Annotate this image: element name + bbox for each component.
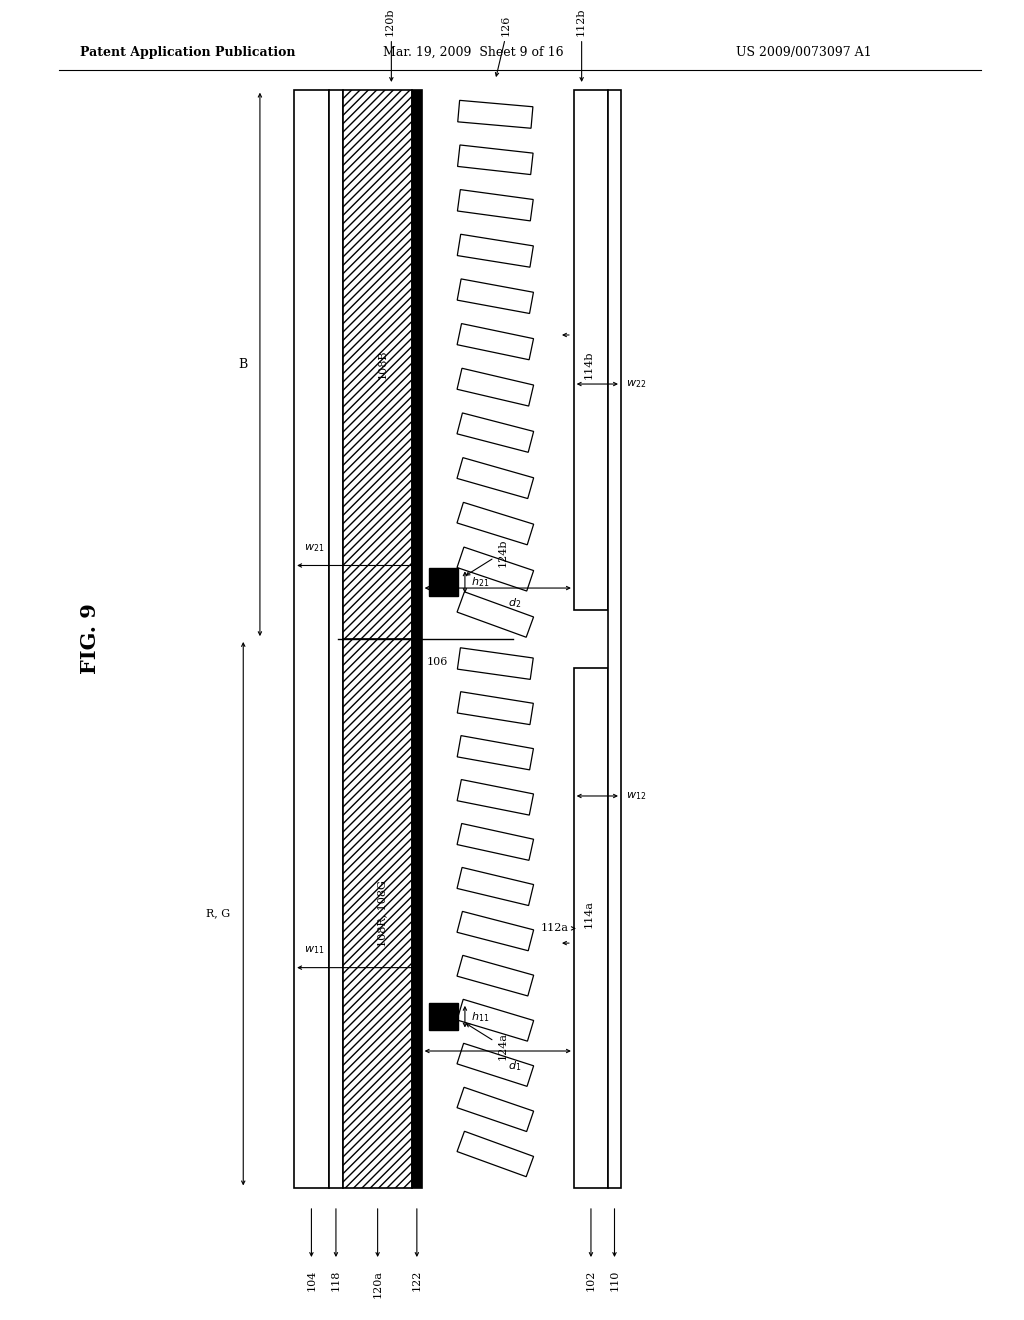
Polygon shape xyxy=(457,735,534,770)
Polygon shape xyxy=(429,1003,458,1031)
Text: Patent Application Publication: Patent Application Publication xyxy=(81,46,296,58)
Bar xyxy=(343,639,412,1188)
Text: 108R, 108G: 108R, 108G xyxy=(378,880,387,948)
Text: R, G: R, G xyxy=(207,908,230,919)
Text: 120a: 120a xyxy=(373,1270,383,1298)
Text: 112b: 112b xyxy=(575,8,586,36)
Polygon shape xyxy=(457,546,534,591)
Text: $d_1$: $d_1$ xyxy=(508,1059,521,1073)
Polygon shape xyxy=(457,867,534,906)
Polygon shape xyxy=(457,1131,534,1176)
Text: 104: 104 xyxy=(306,1270,316,1291)
Polygon shape xyxy=(457,824,534,861)
Text: 102: 102 xyxy=(586,1270,596,1291)
Polygon shape xyxy=(458,100,532,128)
Text: $h_{21}$: $h_{21}$ xyxy=(471,576,489,589)
Polygon shape xyxy=(457,999,534,1041)
Bar xyxy=(294,90,329,1188)
Polygon shape xyxy=(429,569,458,595)
Polygon shape xyxy=(457,323,534,360)
Text: $w_{21}$: $w_{21}$ xyxy=(304,543,325,553)
Bar xyxy=(329,90,343,1188)
Text: $w_{11}$: $w_{11}$ xyxy=(304,944,325,956)
Text: $w_{22}$: $w_{22}$ xyxy=(626,378,646,389)
Polygon shape xyxy=(457,503,534,545)
Text: 118: 118 xyxy=(331,1270,341,1291)
Text: 120b: 120b xyxy=(384,8,394,36)
Bar xyxy=(573,668,608,1188)
Bar xyxy=(412,90,422,1188)
Polygon shape xyxy=(457,1088,534,1131)
Polygon shape xyxy=(458,234,534,267)
Text: Mar. 19, 2009  Sheet 9 of 16: Mar. 19, 2009 Sheet 9 of 16 xyxy=(383,46,563,58)
Polygon shape xyxy=(457,413,534,453)
Text: 108B: 108B xyxy=(378,350,387,379)
Text: 112a: 112a xyxy=(541,924,569,933)
Text: 124b: 124b xyxy=(498,539,507,568)
Text: $h_{11}$: $h_{11}$ xyxy=(471,1010,489,1023)
Polygon shape xyxy=(457,1043,534,1086)
Text: 124a: 124a xyxy=(498,1032,507,1060)
Polygon shape xyxy=(457,956,534,997)
Text: 106: 106 xyxy=(427,657,449,667)
Text: FIG. 9: FIG. 9 xyxy=(81,603,100,675)
Text: $w_{12}$: $w_{12}$ xyxy=(626,791,646,801)
Polygon shape xyxy=(458,648,534,680)
Polygon shape xyxy=(457,368,534,407)
Polygon shape xyxy=(457,458,534,499)
Bar xyxy=(573,90,608,610)
Text: B: B xyxy=(238,358,247,371)
Text: US 2009/0073097 A1: US 2009/0073097 A1 xyxy=(735,46,871,58)
Polygon shape xyxy=(458,692,534,725)
Polygon shape xyxy=(458,190,534,220)
Polygon shape xyxy=(457,279,534,313)
Polygon shape xyxy=(457,780,534,814)
Text: $d_2$: $d_2$ xyxy=(508,595,521,610)
Text: 122: 122 xyxy=(412,1270,422,1291)
Bar xyxy=(608,90,621,1188)
Text: 126: 126 xyxy=(501,15,510,36)
Text: 114a: 114a xyxy=(584,900,594,928)
Polygon shape xyxy=(457,911,534,950)
Polygon shape xyxy=(458,145,534,174)
Bar xyxy=(343,90,412,639)
Polygon shape xyxy=(457,591,534,638)
Text: 110: 110 xyxy=(609,1270,620,1291)
Text: 114b: 114b xyxy=(584,350,594,379)
